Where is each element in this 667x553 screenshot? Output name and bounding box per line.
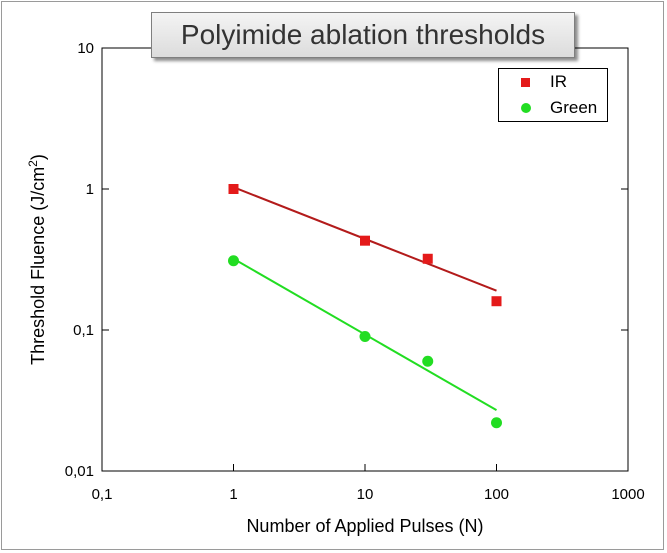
data-points [228,184,502,429]
x-tick-label: 1 [229,486,237,503]
y-tick-label: 10 [77,40,94,57]
y-tick-label: 1 [86,181,94,198]
point-green [228,255,239,267]
point-ir [422,253,433,264]
point-green [359,330,371,342]
legend-square-marker-icon [521,77,530,87]
axis-labels: Number of Applied Pulses (N) Threshold Fl… [26,154,484,536]
x-tick-label: 0,1 [92,486,113,503]
point-green [422,355,434,367]
legend: IR Green [498,68,608,122]
fit-lines [233,186,497,412]
x-tick-label: 1000 [611,486,644,503]
y-tick-label: 0,1 [73,322,94,339]
x-tick-label: 100 [484,486,509,503]
legend-label-ir: IR [550,72,567,91]
point-green [491,417,502,429]
point-ir [491,296,502,307]
point-ir [228,184,239,194]
x-tick-label: 10 [357,486,374,503]
ticks: 0,1 1 10 100 1000 0,01 0,1 1 10 [65,40,645,503]
legend-label-green: Green [550,98,598,117]
chart-title-text: Polyimide ablation thresholds [180,19,546,50]
chart-title: Polyimide ablation thresholds [151,12,575,58]
x-axis-title: Number of Applied Pulses (N) [246,516,483,536]
point-ir [360,235,370,246]
legend-circle-marker-icon [521,103,531,113]
y-axis-title: Threshold Fluence (J/cm2) [26,154,48,365]
y-tick-label: 0,01 [65,463,94,480]
